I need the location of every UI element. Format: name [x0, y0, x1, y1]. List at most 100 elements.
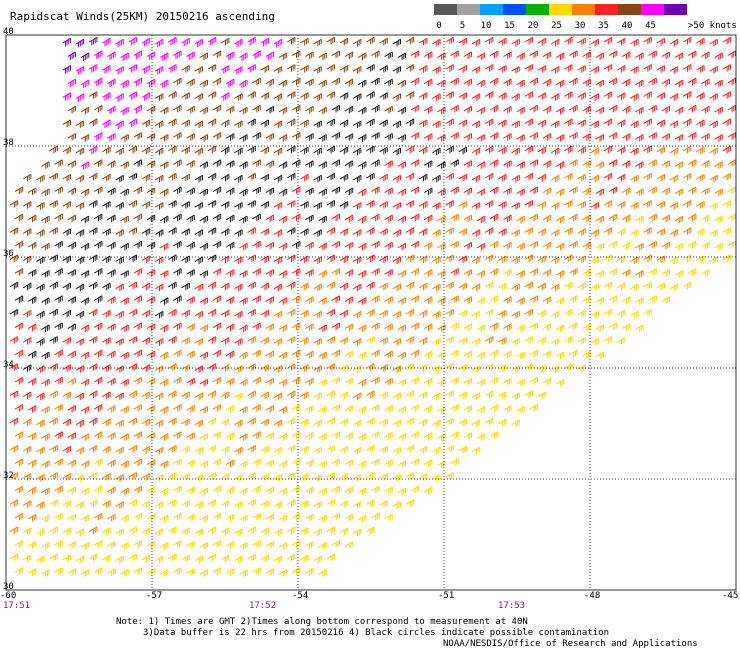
legend-tick-label: 20 — [527, 21, 539, 31]
wind-barb — [344, 405, 354, 413]
wind-barb — [146, 568, 156, 576]
wind-barb — [305, 513, 314, 522]
wind-barb — [471, 338, 481, 346]
wind-barb — [339, 309, 349, 318]
wind-barb — [88, 227, 98, 235]
wind-barb — [239, 161, 248, 169]
wind-barb — [635, 79, 644, 88]
wind-barb — [22, 418, 32, 427]
wind-barb — [173, 349, 182, 358]
wind-barb — [305, 405, 314, 413]
wind-barb — [696, 37, 705, 46]
wind-barb — [88, 336, 98, 344]
wind-barb — [220, 37, 230, 46]
wind-barb — [260, 201, 269, 209]
wind-barb — [489, 376, 499, 385]
wind-barb — [305, 160, 314, 168]
wind-barb — [405, 91, 415, 99]
wind-barb — [524, 227, 533, 235]
wind-barb — [260, 554, 269, 563]
wind-barb — [36, 256, 45, 264]
wind-barb — [120, 270, 129, 278]
wind-barb — [357, 297, 367, 305]
wind-barb — [54, 186, 63, 194]
wind-barb — [608, 132, 618, 140]
wind-barb — [423, 323, 433, 331]
wind-barb — [423, 187, 433, 195]
wind-barb — [630, 120, 639, 128]
wind-barb — [569, 104, 578, 113]
wind-barb — [265, 459, 274, 467]
wind-barb — [265, 350, 274, 359]
wind-barb — [437, 188, 446, 196]
wind-barb — [199, 542, 208, 550]
note-line-2: 3)Data buffer is 22 hrs from 20150216 4)… — [143, 628, 609, 638]
wind-barb — [133, 186, 142, 194]
wind-barb — [582, 133, 591, 141]
wind-barb — [278, 514, 288, 523]
lon-label: -48 — [584, 591, 601, 601]
wind-barb — [595, 242, 604, 251]
wind-barb — [120, 433, 129, 441]
wind-barb — [608, 50, 618, 58]
wind-barb — [207, 172, 217, 181]
wind-barb — [595, 52, 604, 60]
wind-barb — [603, 281, 613, 290]
wind-barb — [542, 105, 552, 114]
wind-barb — [62, 228, 71, 236]
wind-barb — [326, 36, 335, 45]
wind-barb — [352, 93, 362, 101]
wind-barb — [621, 214, 631, 223]
wind-barb — [93, 77, 103, 87]
wind-barb — [247, 336, 256, 344]
wind-barb — [247, 281, 256, 290]
wind-barb — [146, 323, 156, 331]
wind-barb — [326, 118, 335, 126]
wind-barb — [555, 270, 565, 278]
wind-barb — [181, 173, 190, 182]
legend-swatch — [618, 4, 641, 15]
wind-barb — [273, 66, 283, 74]
wind-barb — [239, 378, 248, 387]
wind-barb — [286, 417, 296, 426]
wind-barb — [207, 200, 217, 208]
wind-barb — [379, 228, 388, 236]
wind-barb — [207, 390, 217, 398]
time-label: 17:53 — [498, 601, 526, 611]
wind-barb — [366, 308, 375, 317]
wind-barb — [133, 458, 142, 466]
wind-barb — [371, 322, 380, 330]
wind-barb — [489, 404, 499, 412]
wind-barb — [537, 282, 547, 291]
lat-label: 30 — [3, 582, 14, 592]
wind-barb — [173, 458, 182, 466]
wind-barb — [590, 147, 599, 156]
note-line-1: Note: 1) Times are GMT 2)Times along bot… — [116, 617, 528, 627]
wind-barb — [234, 501, 243, 509]
wind-barb — [379, 255, 388, 263]
wind-barb — [458, 146, 467, 155]
wind-barb — [154, 93, 164, 101]
wind-barb — [305, 133, 314, 141]
wind-barb — [75, 38, 85, 48]
wind-barb — [379, 309, 388, 318]
wind-barb — [503, 350, 512, 359]
wind-barb — [463, 51, 472, 59]
wind-barb — [357, 106, 367, 115]
wind-barb — [326, 145, 335, 154]
wind-barb — [239, 79, 248, 89]
wind-barb — [669, 202, 679, 210]
wind-barb — [582, 296, 591, 304]
wind-barb — [313, 93, 322, 101]
wind-barb — [511, 93, 520, 101]
wind-barb — [529, 268, 538, 276]
wind-barb — [186, 160, 195, 168]
wind-barb — [577, 309, 586, 318]
wind-barb — [128, 499, 137, 507]
wind-barb — [234, 120, 243, 128]
wind-barb — [159, 406, 169, 414]
wind-barb — [423, 377, 433, 386]
wind-barb — [564, 281, 573, 290]
wind-barb — [410, 458, 420, 466]
wind-barb — [88, 36, 98, 46]
